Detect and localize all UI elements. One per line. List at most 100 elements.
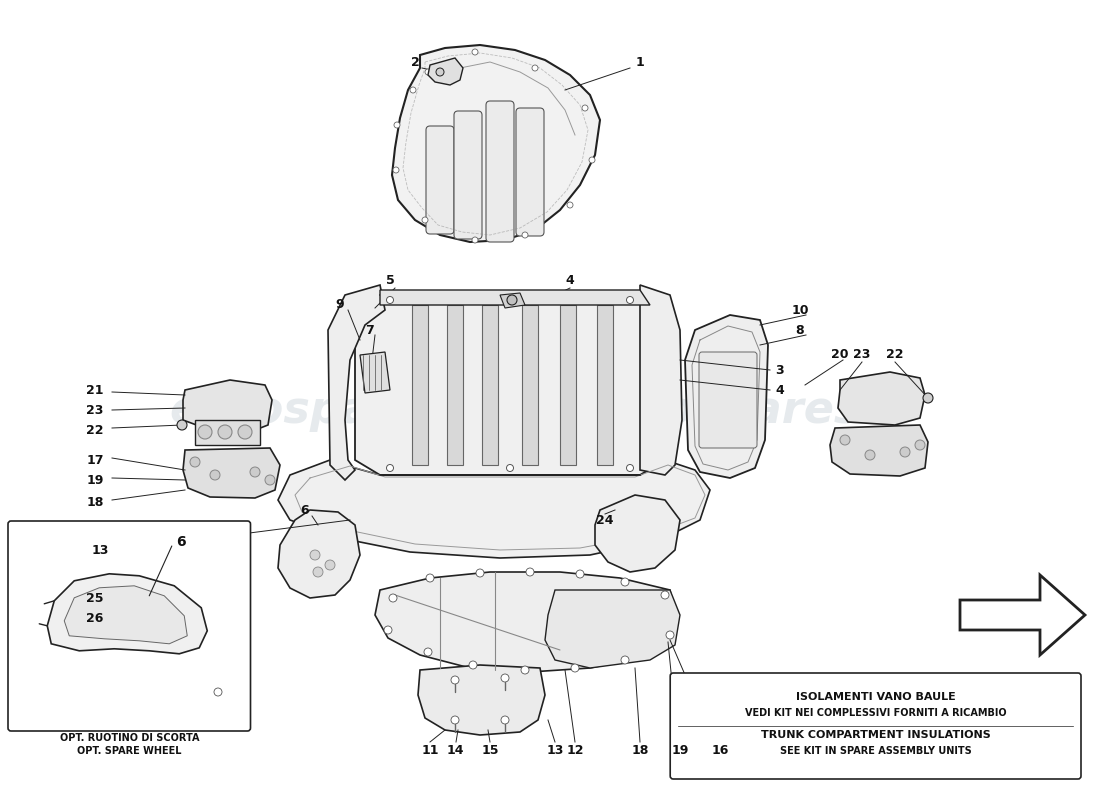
Text: 13: 13 (91, 543, 109, 557)
Circle shape (865, 450, 874, 460)
Circle shape (900, 447, 910, 457)
Polygon shape (128, 608, 250, 702)
Circle shape (469, 661, 477, 669)
Circle shape (210, 470, 220, 480)
Polygon shape (360, 352, 390, 393)
Circle shape (500, 674, 509, 682)
Text: 10: 10 (791, 303, 808, 317)
Circle shape (324, 560, 336, 570)
Circle shape (214, 688, 222, 696)
Circle shape (451, 716, 459, 724)
Circle shape (521, 666, 529, 674)
Text: 11: 11 (421, 743, 439, 757)
Circle shape (389, 594, 397, 602)
Circle shape (310, 550, 320, 560)
Circle shape (661, 591, 669, 599)
Text: 12: 12 (566, 743, 584, 757)
Text: 6: 6 (176, 535, 186, 549)
Circle shape (621, 656, 629, 664)
Polygon shape (412, 305, 428, 465)
Text: 22: 22 (887, 349, 904, 362)
Circle shape (426, 574, 434, 582)
Circle shape (451, 676, 459, 684)
Text: 23: 23 (854, 349, 871, 362)
Text: 7: 7 (365, 323, 374, 337)
Circle shape (218, 425, 232, 439)
Text: 13: 13 (547, 743, 563, 757)
Text: eurospares: eurospares (580, 389, 860, 431)
Polygon shape (597, 305, 613, 465)
Circle shape (915, 440, 925, 450)
Text: 4: 4 (776, 383, 784, 397)
Polygon shape (47, 574, 207, 654)
Polygon shape (482, 305, 498, 465)
Polygon shape (838, 372, 925, 425)
FancyBboxPatch shape (426, 126, 454, 234)
Circle shape (238, 425, 252, 439)
Circle shape (582, 105, 588, 111)
Circle shape (425, 69, 431, 75)
Circle shape (627, 297, 634, 303)
Polygon shape (447, 305, 463, 465)
Text: 6: 6 (300, 503, 309, 517)
Polygon shape (500, 293, 525, 308)
Text: 26: 26 (86, 611, 103, 625)
Circle shape (532, 65, 538, 71)
Text: 19: 19 (86, 474, 103, 486)
Polygon shape (960, 575, 1085, 655)
Text: TRUNK COMPARTMENT INSULATIONS: TRUNK COMPARTMENT INSULATIONS (761, 730, 990, 740)
Circle shape (576, 570, 584, 578)
Text: 2: 2 (410, 55, 419, 69)
Polygon shape (278, 510, 360, 598)
Text: VEDI KIT NEI COMPLESSIVI FORNITI A RICAMBIO: VEDI KIT NEI COMPLESSIVI FORNITI A RICAM… (745, 708, 1006, 718)
Circle shape (265, 475, 275, 485)
Text: 9: 9 (336, 298, 344, 311)
Circle shape (566, 202, 573, 208)
Text: 14: 14 (447, 743, 464, 757)
Circle shape (250, 467, 260, 477)
Polygon shape (64, 586, 187, 644)
Circle shape (386, 297, 394, 303)
Polygon shape (595, 495, 680, 572)
Circle shape (436, 68, 444, 76)
Circle shape (840, 435, 850, 445)
Polygon shape (355, 295, 666, 475)
Polygon shape (428, 58, 463, 85)
Circle shape (472, 49, 478, 55)
FancyBboxPatch shape (8, 521, 251, 731)
Circle shape (627, 465, 634, 471)
Text: 1: 1 (636, 55, 645, 69)
FancyBboxPatch shape (698, 352, 757, 448)
Circle shape (506, 297, 514, 303)
Text: 23: 23 (86, 403, 103, 417)
Polygon shape (685, 315, 768, 478)
Circle shape (923, 393, 933, 403)
FancyBboxPatch shape (516, 108, 544, 236)
Polygon shape (278, 460, 710, 558)
Circle shape (410, 87, 416, 93)
Circle shape (190, 457, 200, 467)
Text: 17: 17 (86, 454, 103, 466)
Polygon shape (375, 572, 675, 672)
Circle shape (500, 716, 509, 724)
Text: 8: 8 (795, 323, 804, 337)
Text: 15: 15 (482, 743, 498, 757)
Polygon shape (640, 285, 682, 475)
Polygon shape (544, 590, 680, 668)
Text: OPT. RUOTINO DI SCORTA: OPT. RUOTINO DI SCORTA (59, 733, 199, 743)
FancyBboxPatch shape (454, 111, 482, 239)
Polygon shape (392, 45, 600, 242)
Text: 16: 16 (712, 743, 728, 757)
Polygon shape (183, 448, 280, 498)
Text: 19: 19 (671, 743, 689, 757)
Text: eurospares: eurospares (169, 389, 451, 431)
Circle shape (571, 664, 579, 672)
Text: 18: 18 (631, 743, 649, 757)
FancyBboxPatch shape (670, 673, 1081, 779)
Polygon shape (522, 305, 538, 465)
Text: 25: 25 (86, 591, 103, 605)
Circle shape (476, 569, 484, 577)
Polygon shape (195, 420, 260, 445)
Text: ISOLAMENTI VANO BAULE: ISOLAMENTI VANO BAULE (795, 692, 956, 702)
Text: 5: 5 (386, 274, 395, 286)
